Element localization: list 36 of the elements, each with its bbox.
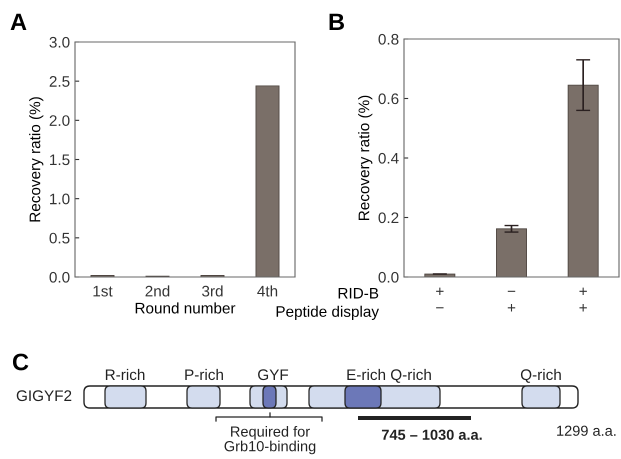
x-tick-label: 1st [93, 286, 113, 297]
text: Required for Grb10-binding [224, 426, 316, 454]
x-tick-label: 4th [257, 285, 278, 297]
x-tick-label: + + [579, 288, 587, 312]
y-axis-title: Recovery ratio (%) [29, 97, 44, 222]
y-tick-label: 2.0 [50, 115, 70, 126]
chart-title: A [10, 14, 26, 30]
y-tick-label: 0.0 [378, 272, 399, 283]
y-tick-label: 0.2 [378, 212, 398, 224]
text: GYF [258, 369, 288, 380]
text: P-rich [185, 368, 223, 380]
text: GIGYF2 [16, 390, 72, 402]
x-tick-label: − + [508, 290, 516, 312]
text: Q-rich [520, 368, 561, 383]
y-tick-label: 0.4 [378, 152, 399, 164]
y-tick-label: 3.0 [49, 36, 70, 48]
x-tick-label: + − [436, 288, 444, 308]
y-tick-label: 0.5 [50, 232, 70, 244]
text: 1299 a.a. [557, 426, 616, 436]
y-tick-label: 1.0 [50, 194, 70, 204]
text: RID-B [338, 288, 378, 298]
y-tick-label: 1.5 [50, 154, 70, 166]
y-tick-label: 0.6 [378, 93, 398, 104]
y-tick-label: 0.0 [50, 272, 70, 283]
chart-title: B [330, 14, 344, 30]
text: E-rich Q-rich [347, 368, 431, 383]
y-tick-label: 2.5 [50, 76, 70, 87]
y-tick-label: 0.8 [378, 34, 398, 45]
text: R-rich [106, 368, 144, 380]
x-tick-label: 3rd [202, 285, 223, 297]
y-axis-title: Recovery ratio (%) [358, 96, 372, 220]
text: Peptide display [276, 306, 379, 320]
x-axis-title: Round number [136, 302, 236, 314]
text: 745 – 1030 a.a. [382, 430, 482, 440]
x-tick-label: 2nd [146, 285, 170, 297]
text: C [12, 354, 28, 370]
